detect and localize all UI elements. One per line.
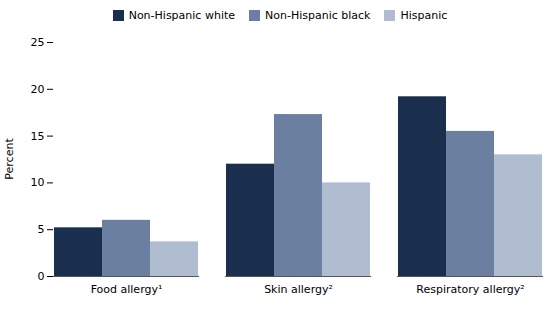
svg-text:0: 0 <box>38 270 45 283</box>
svg-text:Percent: Percent <box>3 138 16 180</box>
html-text:Non-Hispanic white: Non-Hispanic white <box>128 8 235 22</box>
svg-text:Respiratory allergy²: Respiratory allergy² <box>416 283 524 296</box>
html-text:Hispanic: Hispanic <box>400 8 448 22</box>
svg-text:10: 10 <box>31 176 45 189</box>
html-text:Non-Hispanic black: Non-Hispanic black <box>265 8 371 22</box>
svg-text:Food allergy¹: Food allergy¹ <box>91 283 163 296</box>
svg-text:Skin allergy²: Skin allergy² <box>264 283 333 296</box>
svg-text:25: 25 <box>31 36 45 49</box>
svg-text:15: 15 <box>31 130 45 143</box>
svg-text:5: 5 <box>38 223 45 236</box>
svg-text:20: 20 <box>31 83 45 96</box>
